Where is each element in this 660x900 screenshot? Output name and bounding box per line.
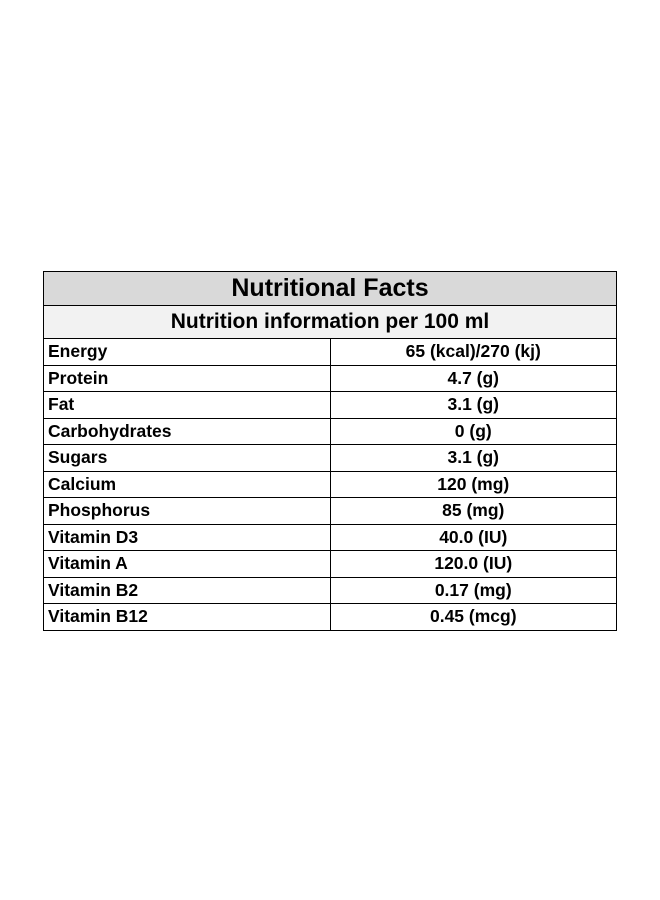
nutrient-value: 65 (kcal)/270 (kj) [329, 338, 617, 366]
nutrient-name: Vitamin B2 [43, 576, 331, 604]
nutrient-value: 0 (g) [329, 417, 617, 445]
nutrient-value: 3.1 (g) [329, 444, 617, 472]
table-row: Fat 3.1 (g) [43, 391, 617, 419]
table-row: Vitamin B2 0.17 (mg) [43, 576, 617, 604]
table-row: Energy 65 (kcal)/270 (kj) [43, 338, 617, 366]
table-row: Carbohydrates 0 (g) [43, 417, 617, 445]
nutrient-name: Carbohydrates [43, 417, 331, 445]
nutrient-value: 40.0 (IU) [329, 523, 617, 551]
nutrient-name: Protein [43, 364, 331, 392]
nutrition-facts-table: Nutritional Facts Nutrition information … [43, 271, 617, 631]
table-row: Vitamin D3 40.0 (IU) [43, 523, 617, 551]
nutrient-name: Vitamin A [43, 550, 331, 578]
nutrient-name: Sugars [43, 444, 331, 472]
nutrient-value: 0.45 (mcg) [329, 603, 617, 631]
nutrient-value: 85 (mg) [329, 497, 617, 525]
nutrient-name: Calcium [43, 470, 331, 498]
nutrient-name: Phosphorus [43, 497, 331, 525]
nutrient-name: Energy [43, 338, 331, 366]
nutrient-value: 3.1 (g) [329, 391, 617, 419]
table-row: Protein 4.7 (g) [43, 364, 617, 392]
title-row: Nutritional Facts [43, 271, 617, 306]
table-row: Phosphorus 85 (mg) [43, 497, 617, 525]
table-title: Nutritional Facts [43, 271, 617, 306]
nutrient-name: Vitamin D3 [43, 523, 331, 551]
table-row: Sugars 3.1 (g) [43, 444, 617, 472]
table-row: Vitamin A 120.0 (IU) [43, 550, 617, 578]
nutrient-value: 4.7 (g) [329, 364, 617, 392]
nutrient-name: Vitamin B12 [43, 603, 331, 631]
nutrient-value: 0.17 (mg) [329, 576, 617, 604]
subtitle-row: Nutrition information per 100 ml [43, 305, 617, 339]
nutrient-value: 120.0 (IU) [329, 550, 617, 578]
table-row: Vitamin B12 0.45 (mcg) [43, 603, 617, 631]
nutrient-value: 120 (mg) [329, 470, 617, 498]
table-row: Calcium 120 (mg) [43, 470, 617, 498]
table-subtitle: Nutrition information per 100 ml [43, 305, 617, 339]
nutrient-name: Fat [43, 391, 331, 419]
